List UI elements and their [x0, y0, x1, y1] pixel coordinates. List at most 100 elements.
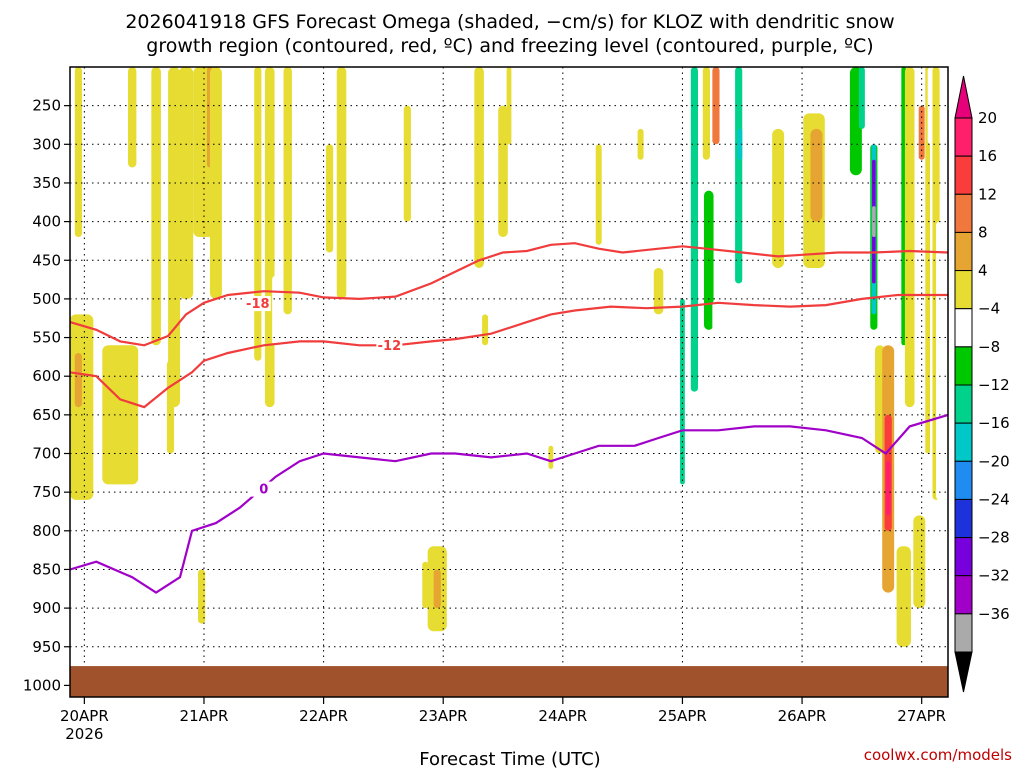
colorbar-swatch-11	[954, 537, 973, 577]
contour-zero-label-bg	[250, 481, 277, 497]
x-tick-label-23APR: 23APR	[419, 707, 468, 725]
omega-region-53	[837, 67, 850, 114]
omega-region-13	[80, 530, 88, 593]
omega-region-15	[197, 569, 206, 624]
omega-region-30	[498, 105, 508, 238]
omega-region-27	[433, 569, 441, 609]
y-tick-label-250: 250	[32, 97, 61, 115]
omega-region-20	[283, 67, 292, 315]
temperature-contours: -18 -12 0	[69, 242, 949, 594]
y-tick-label-600: 600	[32, 367, 61, 385]
colorbar-swatch-3	[954, 231, 973, 272]
omega-region-8	[168, 67, 181, 408]
contour-minus-12	[69, 293, 948, 409]
omega-region-37	[665, 67, 676, 284]
omega-region-3	[74, 353, 82, 408]
contour-minus-18-label: -18	[246, 297, 270, 312]
colorbar-label-13: −36	[978, 605, 1010, 623]
x-tick-label-24APR: 24APR	[538, 707, 587, 725]
y-tick-label-350: 350	[32, 174, 61, 192]
colorbar-swatch-4	[954, 270, 973, 310]
y-tick-label-700: 700	[32, 445, 61, 463]
chart-title-line-1: 2026041918 GFS Forecast Omega (shaded, −…	[125, 11, 894, 33]
colorbar-label-3: 8	[978, 223, 988, 241]
omega-region-33	[548, 445, 554, 469]
y-tick-label-550: 550	[32, 329, 61, 347]
omega-region-32	[535, 515, 543, 609]
colorbar-label-1: 16	[978, 147, 997, 165]
omega-shading-layer	[70, 67, 944, 647]
colorbar-swatch-10	[954, 498, 973, 539]
omega-region-49	[786, 113, 794, 160]
y-tick-label-850: 850	[32, 560, 61, 578]
omega-region-48	[772, 128, 785, 268]
omega-region-14	[146, 546, 154, 609]
y-tick-label-1000: 1000	[23, 676, 61, 694]
contour-minus-18	[69, 242, 949, 347]
surface-ground	[70, 666, 948, 697]
omega-region-46	[737, 128, 743, 160]
colorbar-label-2: 12	[978, 185, 997, 203]
omega-region-6	[151, 67, 161, 346]
colorbar-label-0: 20	[978, 109, 997, 127]
omega-region-54	[849, 67, 862, 176]
colorbar-label-4: 4	[978, 262, 988, 280]
omega-region-50	[781, 561, 788, 609]
contour-zero	[69, 413, 949, 594]
omega-region-69	[918, 105, 925, 160]
omega-region-19	[272, 275, 280, 346]
x-tick-label-21APR: 21APR	[180, 707, 229, 725]
omega-region-29	[482, 314, 489, 346]
x-tick-label-22APR: 22APR	[299, 707, 348, 725]
colorbar-swatch-12	[954, 575, 973, 615]
x-tick-sublabel-year: 2026	[65, 725, 103, 743]
omega-region-0	[74, 67, 82, 238]
omega-region-35	[637, 128, 644, 160]
credit-text: coolwx.com/models	[864, 746, 1012, 764]
omega-region-23	[356, 329, 363, 408]
omega-region-41	[702, 67, 710, 160]
plot-area: -18 -12 0	[69, 66, 949, 698]
y-tick-label-800: 800	[32, 522, 61, 540]
omega-region-5	[138, 206, 151, 268]
omega-region-34	[595, 144, 602, 245]
colorbar-swatch-5	[954, 308, 973, 348]
omega-region-28	[474, 67, 484, 268]
colorbar-label-10: −24	[978, 490, 1010, 508]
omega-region-40	[690, 67, 698, 392]
colorbar-label-8: −16	[978, 414, 1010, 432]
x-tick-label-25APR: 25APR	[658, 707, 707, 725]
omega-region-68	[913, 515, 926, 609]
plot-frame	[69, 66, 949, 698]
y-tick-label-300: 300	[32, 135, 61, 153]
x-axis-title: Forecast Time (UTC)	[419, 749, 600, 768]
colorbar-swatch-8	[954, 422, 973, 462]
omega-region-12	[209, 67, 222, 299]
colorbar-label-5: −4	[978, 300, 1000, 318]
y-tick-label-450: 450	[32, 251, 61, 269]
colorbar-legend: 20 16 12 8 4 −4 −8 −12 −16 −20 −24 −28 −32 −36	[954, 75, 1010, 693]
omega-region-73	[936, 221, 944, 500]
omega-region-67	[896, 546, 911, 647]
y-tick-label-750: 750	[32, 483, 61, 501]
omega-region-52	[810, 128, 823, 222]
y-axis-pressure: 250 300 350 400 450 500 550 600 650 700 750 800 850 9…	[23, 97, 70, 694]
colorbar-label-9: −20	[978, 452, 1010, 470]
omega-region-24	[403, 105, 411, 222]
colorbar-swatch-0	[954, 117, 973, 157]
colorbar-swatch-9	[954, 460, 973, 500]
omega-region-44	[712, 298, 725, 531]
y-tick-label-650: 650	[32, 406, 61, 424]
x-tick-label-27APR: 27APR	[897, 707, 946, 725]
contour-minus-18-label-bg	[244, 296, 271, 312]
colorbar-swatch-13	[954, 613, 973, 653]
y-tick-label-500: 500	[32, 290, 61, 308]
omega-region-31	[506, 67, 512, 145]
y-tick-label-900: 900	[32, 599, 61, 617]
colorbar-label-6: −8	[978, 338, 1000, 356]
omega-region-45	[735, 67, 743, 284]
omega-region-2	[70, 314, 94, 500]
omega-region-63	[885, 461, 891, 516]
colorbar-swatch-1	[954, 155, 973, 195]
